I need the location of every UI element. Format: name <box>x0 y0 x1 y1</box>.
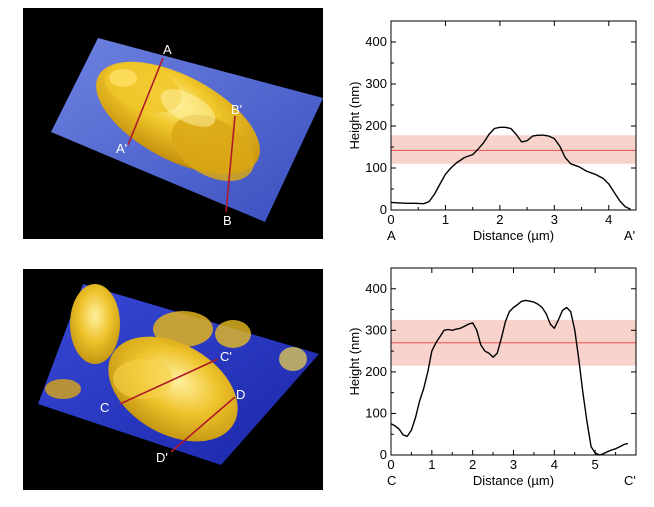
y-tick-label: 100 <box>365 160 387 175</box>
cut-line-a <box>127 57 164 146</box>
y-tick-label: 200 <box>365 118 387 133</box>
label-b-prime: B' <box>231 102 242 117</box>
cut-line-d <box>170 396 236 453</box>
x-axis-label: Distance (µm) <box>473 228 554 243</box>
afm-image-bottom: C C' D D' <box>23 269 323 490</box>
feature-island <box>96 61 260 182</box>
y-tick-label: 400 <box>365 34 387 49</box>
label-d: D <box>236 387 245 402</box>
y-tick-label: 0 <box>380 202 387 217</box>
label-b: B <box>223 213 232 228</box>
afm-image-bottom-svg: C C' D D' <box>38 284 319 465</box>
x-tick-label: 3 <box>551 212 558 227</box>
y-tick-label: 300 <box>365 76 387 91</box>
x-end-label: A' <box>624 228 635 243</box>
afm-image-top-svg: A A' B' B <box>51 38 323 228</box>
label-c: C <box>100 400 109 415</box>
x-tick-label: 4 <box>605 212 612 227</box>
label-a: A <box>163 42 172 57</box>
x-tick-label: 2 <box>496 212 503 227</box>
series-line-profile <box>390 126 631 210</box>
label-c-prime: C' <box>220 349 232 364</box>
x-tick-label: 1 <box>442 212 449 227</box>
feature-ridges <box>45 284 307 442</box>
std-band <box>391 135 636 164</box>
label-d-prime: D' <box>156 450 168 465</box>
label-a-prime: A' <box>116 141 127 156</box>
y-axis-label: Height (nm) <box>347 82 362 150</box>
plot-frame <box>390 20 637 211</box>
x-tick-label: 0 <box>387 212 394 227</box>
afm-image-top: A A' B' B <box>23 8 323 239</box>
cut-line-c <box>119 358 219 405</box>
x-start-label: A <box>387 228 396 243</box>
cut-line-b <box>225 115 236 213</box>
